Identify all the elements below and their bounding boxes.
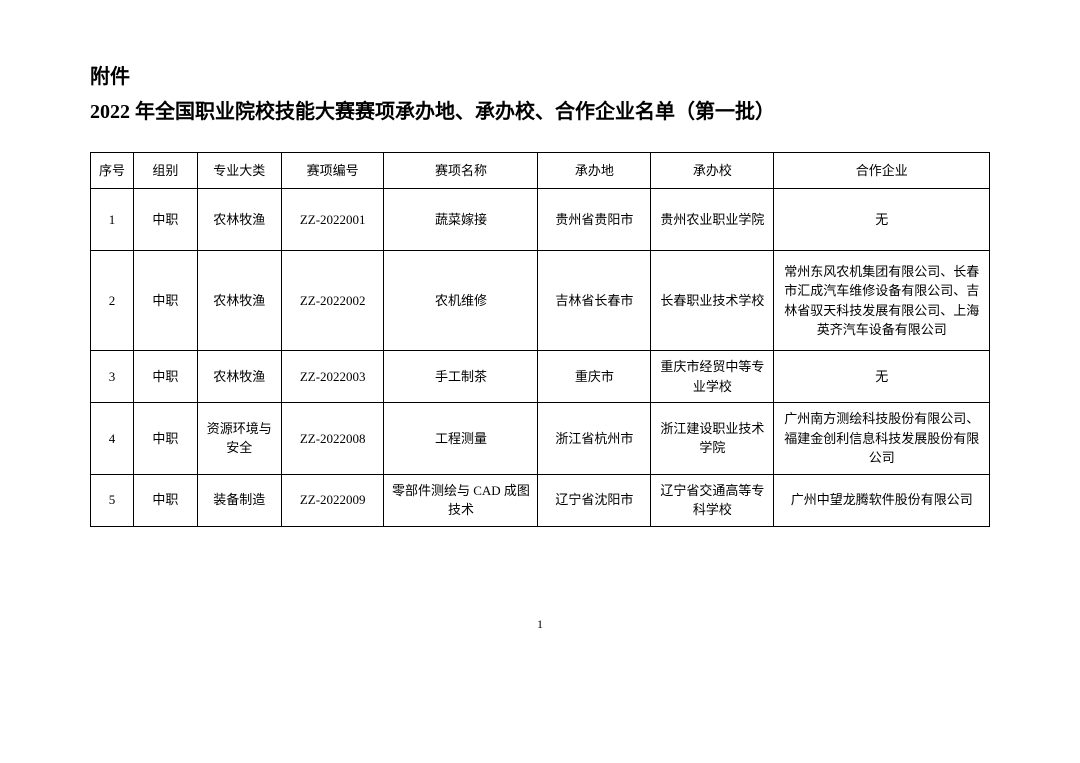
cell-school: 贵州农业职业学院 (651, 189, 774, 251)
page-number: 1 (90, 617, 990, 632)
col-header-corp: 合作企业 (774, 153, 990, 189)
cell-name: 农机维修 (384, 251, 538, 351)
cell-place: 重庆市 (538, 351, 651, 403)
document-title: 2022 年全国职业院校技能大赛赛项承办地、承办校、合作企业名单（第一批） (90, 95, 990, 124)
cell-seq: 5 (91, 474, 134, 526)
table-row: 4中职资源环境与安全ZZ-2022008工程测量浙江省杭州市浙江建设职业技术学院… (91, 403, 990, 475)
cell-place: 浙江省杭州市 (538, 403, 651, 475)
col-header-cat: 专业大类 (197, 153, 281, 189)
main-table: 序号 组别 专业大类 赛项编号 赛项名称 承办地 承办校 合作企业 1中职农林牧… (90, 152, 990, 527)
col-header-code: 赛项编号 (281, 153, 384, 189)
cell-code: ZZ-2022003 (281, 351, 384, 403)
cell-seq: 1 (91, 189, 134, 251)
table-row: 2中职农林牧渔ZZ-2022002农机维修吉林省长春市长春职业技术学校常州东风农… (91, 251, 990, 351)
cell-code: ZZ-2022009 (281, 474, 384, 526)
cell-name: 手工制茶 (384, 351, 538, 403)
cell-code: ZZ-2022002 (281, 251, 384, 351)
cell-place: 吉林省长春市 (538, 251, 651, 351)
cell-name: 零部件测绘与 CAD 成图技术 (384, 474, 538, 526)
cell-code: ZZ-2022001 (281, 189, 384, 251)
cell-group: 中职 (134, 189, 198, 251)
cell-school: 重庆市经贸中等专业学校 (651, 351, 774, 403)
cell-school: 浙江建设职业技术学院 (651, 403, 774, 475)
col-header-seq: 序号 (91, 153, 134, 189)
cell-group: 中职 (134, 351, 198, 403)
table-row: 3中职农林牧渔ZZ-2022003手工制茶重庆市重庆市经贸中等专业学校无 (91, 351, 990, 403)
cell-category: 装备制造 (197, 474, 281, 526)
cell-name: 蔬菜嫁接 (384, 189, 538, 251)
cell-corp: 广州中望龙腾软件股份有限公司 (774, 474, 990, 526)
cell-code: ZZ-2022008 (281, 403, 384, 475)
col-header-place: 承办地 (538, 153, 651, 189)
cell-group: 中职 (134, 474, 198, 526)
cell-category: 农林牧渔 (197, 351, 281, 403)
table-row: 5中职装备制造ZZ-2022009零部件测绘与 CAD 成图技术辽宁省沈阳市辽宁… (91, 474, 990, 526)
cell-name: 工程测量 (384, 403, 538, 475)
cell-corp: 常州东风农机集团有限公司、长春市汇成汽车维修设备有限公司、吉林省驭天科技发展有限… (774, 251, 990, 351)
cell-group: 中职 (134, 251, 198, 351)
cell-seq: 2 (91, 251, 134, 351)
col-header-group: 组别 (134, 153, 198, 189)
cell-group: 中职 (134, 403, 198, 475)
col-header-name: 赛项名称 (384, 153, 538, 189)
attachment-label: 附件 (90, 60, 990, 89)
cell-category: 农林牧渔 (197, 189, 281, 251)
cell-corp: 无 (774, 189, 990, 251)
cell-place: 辽宁省沈阳市 (538, 474, 651, 526)
cell-seq: 4 (91, 403, 134, 475)
cell-corp: 无 (774, 351, 990, 403)
cell-category: 农林牧渔 (197, 251, 281, 351)
cell-category: 资源环境与安全 (197, 403, 281, 475)
table-row: 1中职农林牧渔ZZ-2022001蔬菜嫁接贵州省贵阳市贵州农业职业学院无 (91, 189, 990, 251)
cell-corp: 广州南方测绘科技股份有限公司、福建金创利信息科技发展股份有限公司 (774, 403, 990, 475)
table-body: 1中职农林牧渔ZZ-2022001蔬菜嫁接贵州省贵阳市贵州农业职业学院无2中职农… (91, 189, 990, 527)
cell-school: 辽宁省交通高等专科学校 (651, 474, 774, 526)
col-header-school: 承办校 (651, 153, 774, 189)
cell-seq: 3 (91, 351, 134, 403)
table-header-row: 序号 组别 专业大类 赛项编号 赛项名称 承办地 承办校 合作企业 (91, 153, 990, 189)
cell-school: 长春职业技术学校 (651, 251, 774, 351)
document-page: 附件 2022 年全国职业院校技能大赛赛项承办地、承办校、合作企业名单（第一批）… (0, 0, 1080, 652)
cell-place: 贵州省贵阳市 (538, 189, 651, 251)
